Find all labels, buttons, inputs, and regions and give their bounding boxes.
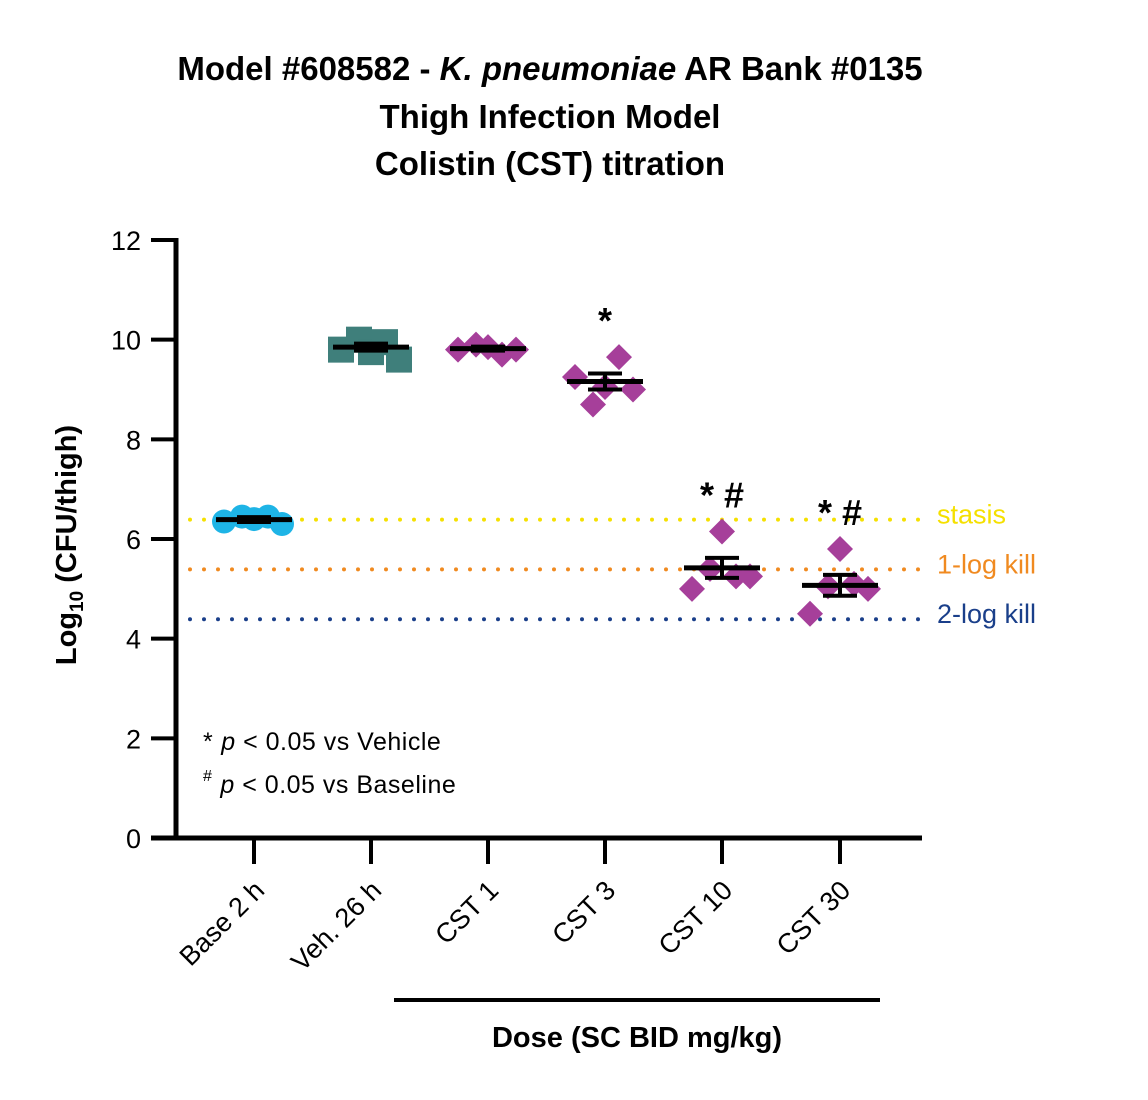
data-point: [797, 600, 823, 627]
data-point: [562, 364, 588, 391]
data-point: [679, 575, 705, 602]
reference-line-label-1: stasis: [937, 500, 1006, 530]
data-point: [827, 535, 853, 562]
note-vehicle-text: < 0.05 vs Vehicle: [236, 728, 442, 756]
y-axis-title-rest: (CFU/thigh): [51, 425, 83, 591]
note-vehicle-p: p: [220, 728, 235, 756]
chart-title-line-1: Model #608582 - K. pneumoniae AR Bank #0…: [177, 50, 922, 87]
x-tick-label: Base 2 h: [174, 875, 271, 972]
reference-line-label-3: 2-log kill: [937, 599, 1036, 629]
chart-title-line-2: Thigh Infection Model: [380, 98, 721, 135]
title-prefix: Model #608582 -: [177, 50, 439, 87]
x-tick-label: CST 30: [771, 875, 857, 961]
y-tick-label: 0: [126, 824, 141, 854]
reference-lines: stasis 1-log kill 2-log kill: [174, 500, 1036, 629]
y-axis-title-main: Log: [51, 612, 83, 665]
y-axis-title: Log10 (CFU/thigh): [51, 425, 88, 665]
y-tick-label: 10: [111, 326, 141, 356]
data-points: [212, 326, 881, 627]
y-tick-label: 4: [126, 625, 141, 655]
note-baseline-p: p: [219, 771, 234, 799]
significance-mark: *: [598, 300, 612, 341]
y-tick-label: 12: [111, 226, 141, 256]
data-point: [270, 512, 294, 537]
y-tick-label: 2: [126, 724, 141, 754]
title-suffix: AR Bank #0135: [676, 50, 922, 87]
mean-sem-bars: [216, 341, 878, 598]
y-tick-label: 6: [126, 525, 141, 555]
data-point: [580, 391, 606, 418]
x-tick-label: CST 1: [429, 875, 504, 950]
significance-marks: * * # * #: [598, 300, 862, 533]
data-point: [855, 575, 881, 602]
data-point: [709, 518, 735, 545]
x-axis: Base 2 h Veh. 26 h CST 1 CST 3 CST 10 CST 30: [151, 835, 922, 977]
y-axis: 0 2 4 6 8 10 12: [111, 226, 179, 854]
x-tick-label: CST 10: [653, 875, 739, 961]
x-tick-label: CST 3: [546, 875, 621, 950]
significance-mark: * #: [700, 475, 744, 516]
significance-mark: * #: [818, 492, 862, 533]
note-vehicle: * p < 0.05 vs Vehicle: [203, 728, 441, 756]
data-point: [386, 346, 412, 373]
reference-line-label-2: 1-log kill: [937, 549, 1036, 579]
x-axis-title: Dose (SC BID mg/kg): [492, 1022, 782, 1054]
title-italic: K. pneumoniae: [440, 50, 677, 87]
chart-title-line-3: Colistin (CST) titration: [375, 145, 725, 182]
y-tick-label: 8: [126, 425, 141, 455]
note-vehicle-symbol: *: [203, 728, 213, 756]
note-baseline-symbol: #: [203, 768, 212, 785]
x-tick-label: Veh. 26 h: [285, 875, 387, 977]
y-axis-title-sub: 10: [67, 591, 88, 612]
note-baseline-text: < 0.05 vs Baseline: [235, 771, 456, 799]
note-baseline: # p < 0.05 vs Baseline: [203, 768, 456, 799]
data-point: [606, 344, 632, 371]
